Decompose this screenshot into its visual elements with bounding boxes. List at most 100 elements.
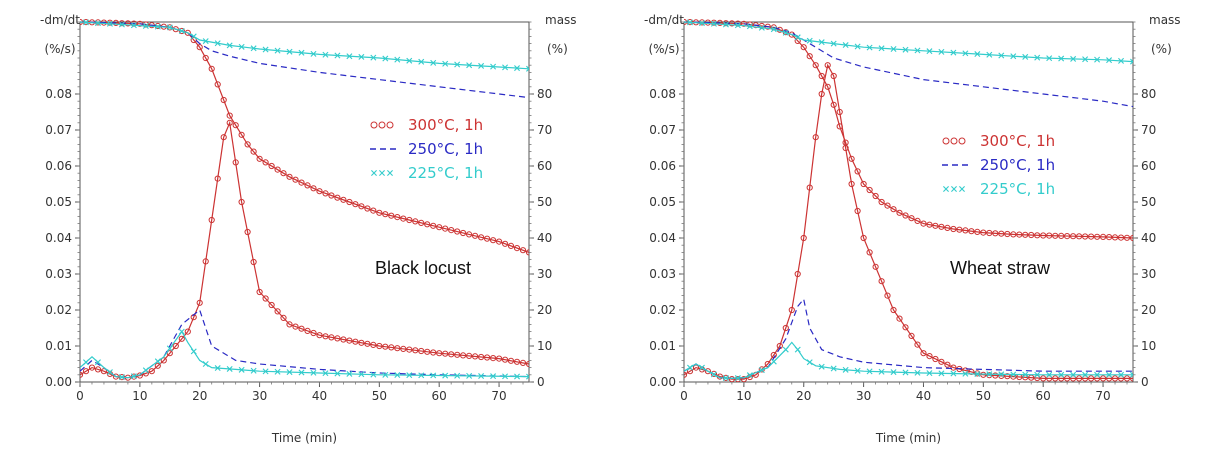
data-point-cross (370, 54, 377, 61)
data-point-cross (106, 369, 113, 376)
data-point-cross (118, 21, 125, 28)
data-point-circle (830, 101, 837, 108)
data-point-circle (334, 194, 341, 201)
legend-marker-cross (951, 186, 957, 192)
data-point-cross (974, 370, 981, 377)
y-right-tick-label: 60 (537, 159, 552, 173)
data-point-circle (878, 198, 885, 206)
y-right-tick-label: 10 (537, 339, 552, 353)
y-left-tick-label: 0.06 (649, 159, 676, 173)
y-left-axis-title-line1: -dm/dt (644, 13, 684, 27)
data-point-circle (364, 205, 371, 212)
data-point-cross (142, 367, 149, 374)
data-point-circle (448, 351, 455, 358)
data-point-circle (998, 372, 1005, 379)
series-line (684, 63, 1133, 380)
data-point-cross (734, 375, 741, 382)
y-right-axis-title-line2: (%) (547, 42, 568, 56)
data-point-cross (514, 65, 521, 72)
data-point-circle (908, 332, 915, 339)
data-point-circle (812, 134, 819, 141)
data-point-circle (1016, 231, 1023, 238)
x-tick-label: 70 (1095, 389, 1110, 403)
y-left-axis-title-line1: -dm/dt (40, 13, 80, 27)
data-point-circle (872, 263, 879, 270)
data-point-circle (824, 62, 831, 69)
data-point-circle (686, 368, 694, 375)
data-point-cross (746, 23, 753, 30)
data-point-circle (824, 83, 831, 90)
data-point-circle (382, 211, 389, 218)
data-point-circle (280, 170, 287, 177)
data-point-circle (908, 215, 915, 222)
data-point-circle (525, 360, 529, 368)
data-point-circle (466, 352, 473, 359)
data-point-circle (1106, 234, 1113, 241)
legend-marker-cross (371, 170, 377, 176)
data-point-cross (878, 368, 885, 375)
data-point-circle (202, 54, 209, 62)
data-point-cross (950, 49, 957, 56)
data-point-circle (358, 339, 365, 346)
data-point-circle (166, 350, 173, 357)
data-point-cross (394, 372, 401, 379)
data-point-cross (238, 366, 245, 373)
data-point-circle (388, 212, 395, 219)
data-point-cross (710, 371, 717, 378)
data-point-cross (758, 367, 765, 374)
data-point-circle (1076, 375, 1083, 382)
data-point-circle (80, 371, 84, 378)
data-point-circle (1064, 233, 1071, 240)
data-point-cross (454, 372, 461, 379)
data-point-cross (1130, 371, 1133, 378)
data-point-cross (178, 28, 185, 34)
data-point-circle (920, 220, 927, 227)
data-point-cross (442, 60, 449, 67)
y-right-axis-title-line1: mass (1149, 13, 1181, 27)
y-right-axis-title-line1: mass (545, 13, 577, 27)
data-point-circle (932, 222, 939, 229)
data-point-circle (806, 184, 813, 191)
y-right-tick-label: 80 (537, 87, 552, 101)
data-point-circle (256, 155, 263, 162)
data-point-circle (848, 155, 855, 162)
legend-label: 300°C, 1h (408, 116, 483, 134)
data-point-circle (316, 332, 323, 339)
data-point-cross (1070, 371, 1077, 378)
y-right-tick-label: 60 (1141, 159, 1156, 173)
data-point-cross (722, 21, 729, 28)
data-point-circle (436, 224, 443, 231)
data-point-cross (926, 48, 933, 55)
data-point-cross (926, 370, 933, 377)
data-point-circle (316, 188, 323, 195)
data-point-circle (310, 329, 317, 337)
data-point-circle (740, 376, 747, 382)
y-right-tick-label: 50 (537, 195, 552, 209)
data-point-circle (394, 345, 401, 352)
data-point-cross (818, 39, 825, 46)
data-point-cross (202, 361, 209, 367)
data-point-circle (178, 27, 185, 35)
data-point-circle (352, 338, 359, 345)
data-point-circle (980, 371, 987, 378)
data-point-cross (974, 51, 981, 58)
data-point-circle (728, 376, 735, 382)
data-point-circle (454, 351, 461, 358)
x-tick-label: 70 (491, 389, 506, 403)
data-point-circle (734, 376, 741, 382)
data-point-circle (256, 288, 263, 296)
data-point-cross (794, 34, 801, 41)
data-point-cross (1046, 371, 1053, 378)
data-point-cross (770, 26, 777, 33)
series-mass-300-c-1h (684, 18, 1133, 242)
x-tick-label: 30 (856, 389, 871, 403)
series-line (80, 120, 529, 379)
data-point-cross (166, 345, 173, 352)
data-point-circle (442, 225, 449, 232)
data-point-circle (496, 355, 503, 362)
data-point-circle (890, 306, 897, 314)
legend-marker-cross (379, 170, 385, 176)
data-point-circle (442, 350, 449, 357)
data-point-circle (352, 201, 359, 208)
y-right-tick-label: 50 (1141, 195, 1156, 209)
